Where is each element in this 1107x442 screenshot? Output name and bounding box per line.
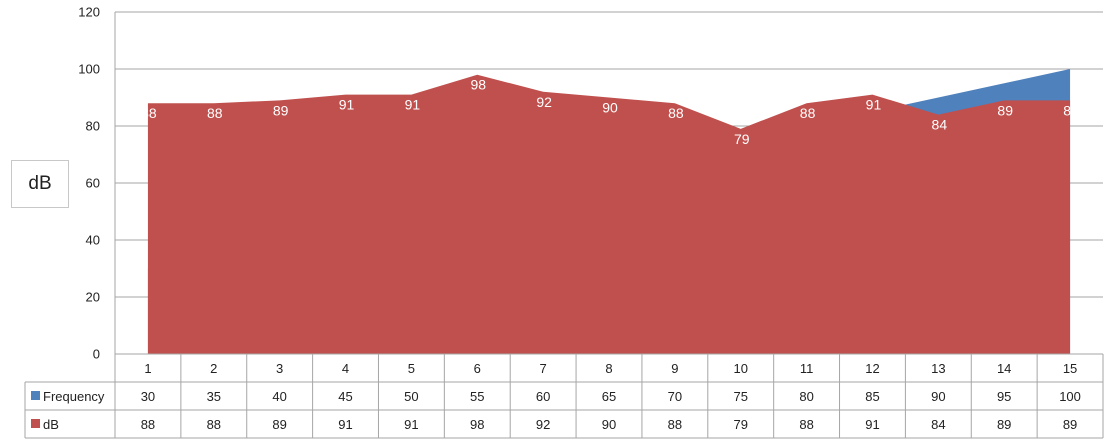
table-cell: 88	[141, 417, 155, 432]
table-cell: 79	[733, 417, 747, 432]
y-tick-label: 60	[86, 176, 100, 191]
y-tick-label: 80	[86, 119, 100, 134]
series-areas	[147, 69, 1071, 354]
table-cell: 70	[668, 389, 682, 404]
table-cell: 98	[470, 417, 484, 432]
y-axis-label: dB	[11, 160, 69, 208]
legend-label: Frequency	[43, 389, 105, 404]
table-cell: 65	[602, 389, 616, 404]
table-cell: 55	[470, 389, 484, 404]
table-cell: 89	[997, 417, 1011, 432]
table-cell: 100	[1059, 389, 1081, 404]
y-tick-label: 120	[78, 5, 100, 20]
table-cell: 45	[338, 389, 352, 404]
data-label: 88	[668, 105, 684, 121]
x-tick-label: 4	[342, 361, 349, 376]
data-label: 91	[866, 97, 882, 113]
data-labels: 88 88 89 91 91 98 92 90 88 79 88 91 84 89 89	[141, 77, 1079, 147]
y-tick-label: 40	[86, 233, 100, 248]
data-label: 91	[405, 97, 421, 113]
x-tick-label: 11	[800, 361, 814, 376]
table-cell: 88	[799, 417, 813, 432]
data-label: 88	[800, 105, 816, 121]
x-tick-label: 3	[276, 361, 283, 376]
y-tick-label: 100	[78, 62, 100, 77]
table-cell: 90	[931, 389, 945, 404]
table-cell: 35	[207, 389, 221, 404]
x-tick-label: 2	[210, 361, 217, 376]
x-tick-label: 1	[144, 361, 151, 376]
y-tick-label: 20	[86, 290, 100, 305]
y-tick-label: 0	[93, 347, 100, 362]
table-cell: 91	[338, 417, 352, 432]
table-cell: 40	[272, 389, 286, 404]
table-cell: 50	[404, 389, 418, 404]
table-cell: 85	[865, 389, 879, 404]
data-label: 89	[1063, 102, 1079, 118]
x-tick-label: 15	[1063, 361, 1077, 376]
x-tick-label: 7	[540, 361, 547, 376]
x-tick-label: 9	[671, 361, 678, 376]
table-cell: 90	[602, 417, 616, 432]
table-cell: 95	[997, 389, 1011, 404]
data-label: 79	[734, 131, 750, 147]
x-tick-label: 5	[408, 361, 415, 376]
area-series-db	[147, 74, 1071, 354]
data-label: 89	[273, 102, 289, 118]
table-cell: 91	[865, 417, 879, 432]
table-cell: 89	[272, 417, 286, 432]
table-cell: 84	[931, 417, 945, 432]
x-tick-label: 13	[931, 361, 945, 376]
data-label: 90	[602, 100, 618, 116]
legend-label: dB	[43, 417, 59, 432]
x-tick-label: 6	[474, 361, 481, 376]
table-cell: 91	[404, 417, 418, 432]
data-label: 98	[470, 77, 486, 93]
table-cell: 60	[536, 389, 550, 404]
data-label: 89	[997, 102, 1013, 118]
table-cell: 88	[207, 417, 221, 432]
table-cell: 88	[668, 417, 682, 432]
data-label: 92	[536, 94, 552, 110]
data-label: 88	[141, 105, 157, 121]
data-label: 84	[932, 117, 948, 133]
x-tick-label: 12	[865, 361, 879, 376]
x-tick-label: 14	[997, 361, 1011, 376]
data-label: 91	[339, 97, 355, 113]
x-tick-label: 10	[733, 361, 747, 376]
y-axis-ticks: 0 20 40 60 80 100 120	[78, 5, 100, 362]
data-label: 88	[207, 105, 223, 121]
x-tick-label: 8	[605, 361, 612, 376]
table-cell: 80	[799, 389, 813, 404]
table-cell: 92	[536, 417, 550, 432]
legend-swatch	[31, 391, 40, 400]
legend-swatch	[31, 419, 40, 428]
table-cell: 89	[1063, 417, 1077, 432]
table-cell: 75	[733, 389, 747, 404]
table-cell: 30	[141, 389, 155, 404]
